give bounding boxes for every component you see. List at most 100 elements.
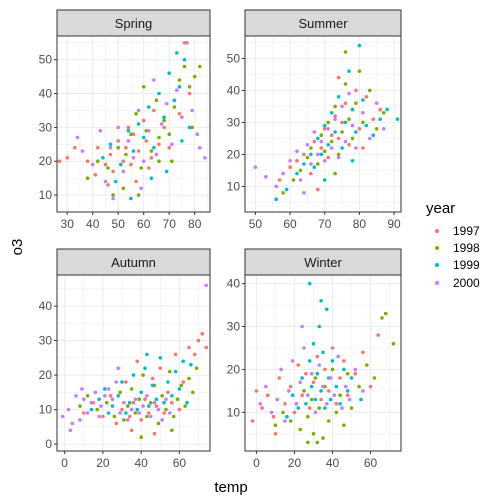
point-2000 bbox=[281, 171, 285, 176]
point-1999 bbox=[158, 356, 163, 360]
point-2000 bbox=[354, 146, 358, 150]
point-1999 bbox=[340, 146, 344, 150]
point-1998 bbox=[167, 132, 171, 136]
point-2000 bbox=[116, 366, 120, 371]
point-2000 bbox=[190, 108, 194, 113]
point-1999 bbox=[371, 133, 376, 137]
panel-border-winter bbox=[244, 274, 402, 452]
strip-autumn bbox=[56, 248, 211, 276]
point-1999 bbox=[385, 107, 389, 112]
x-tick-label: 30 bbox=[61, 217, 75, 231]
strip-label-winter: Winter bbox=[304, 255, 342, 270]
point-1999 bbox=[328, 397, 333, 402]
strip-summer bbox=[244, 9, 402, 37]
point-1997 bbox=[250, 419, 255, 423]
point-1998 bbox=[281, 191, 285, 195]
point-1998 bbox=[347, 117, 351, 121]
point-1999 bbox=[316, 136, 320, 141]
point-1998 bbox=[126, 404, 130, 408]
point-1998 bbox=[183, 404, 187, 408]
point-2000 bbox=[300, 324, 304, 329]
point-1999 bbox=[124, 411, 128, 415]
point-2000 bbox=[340, 406, 344, 410]
point-1998 bbox=[137, 397, 141, 402]
point-1997 bbox=[378, 107, 383, 112]
y-tick-label: 30 bbox=[227, 320, 241, 334]
point-1998 bbox=[149, 149, 154, 153]
point-2000 bbox=[111, 196, 115, 201]
point-1997 bbox=[260, 406, 264, 410]
point-1998 bbox=[190, 125, 194, 130]
point-1998 bbox=[345, 371, 350, 376]
panel-background-autumn bbox=[57, 275, 210, 451]
point-1999 bbox=[359, 397, 363, 402]
point-1998 bbox=[357, 384, 361, 389]
point-1998 bbox=[273, 423, 278, 428]
point-1998 bbox=[134, 112, 138, 116]
point-1997 bbox=[353, 371, 358, 376]
point-2000 bbox=[317, 363, 322, 367]
point-1999 bbox=[154, 397, 159, 402]
point-2000 bbox=[137, 411, 141, 415]
point-1997 bbox=[187, 91, 192, 96]
point-2000 bbox=[110, 397, 115, 402]
point-1999 bbox=[180, 139, 184, 143]
point-1997 bbox=[147, 166, 151, 170]
point-1998 bbox=[281, 410, 285, 415]
point-2000 bbox=[275, 397, 280, 402]
point-1998 bbox=[154, 98, 159, 103]
point-2000 bbox=[136, 108, 141, 113]
point-1997 bbox=[296, 363, 301, 367]
point-1997 bbox=[292, 410, 297, 415]
point-1997 bbox=[316, 187, 320, 192]
point-1998 bbox=[330, 367, 335, 372]
point-1997 bbox=[326, 389, 331, 393]
point-1999 bbox=[296, 406, 301, 410]
point-1997 bbox=[136, 149, 141, 153]
point-2000 bbox=[74, 394, 78, 398]
point-1997 bbox=[333, 114, 337, 118]
points-spring bbox=[57, 41, 207, 201]
legend-label-2000: 2000 bbox=[453, 276, 480, 290]
point-1999 bbox=[364, 123, 369, 128]
point-1998 bbox=[349, 406, 354, 410]
gridlines-spring bbox=[57, 36, 210, 212]
point-2000 bbox=[97, 414, 101, 419]
point-1997 bbox=[124, 145, 128, 150]
x-tick-label: 90 bbox=[387, 217, 401, 231]
point-2000 bbox=[129, 407, 134, 412]
legend-entry-1997: 1997 bbox=[435, 224, 480, 238]
point-1997 bbox=[371, 117, 376, 121]
y-tick-label: 10 bbox=[39, 403, 53, 417]
point-1998 bbox=[144, 129, 149, 133]
point-1998 bbox=[118, 390, 122, 395]
strip-label-autumn: Autumn bbox=[111, 255, 156, 270]
point-1998 bbox=[96, 159, 100, 163]
point-1998 bbox=[164, 407, 168, 412]
y-tick-label: 50 bbox=[39, 53, 53, 67]
point-1999 bbox=[312, 165, 317, 169]
x-tick-label: 50 bbox=[249, 217, 263, 231]
y-tick-label: 50 bbox=[227, 51, 241, 65]
point-1997 bbox=[326, 155, 331, 160]
point-1998 bbox=[315, 440, 320, 445]
point-1997 bbox=[141, 118, 146, 123]
point-2000 bbox=[68, 428, 73, 433]
point-1997 bbox=[144, 139, 149, 143]
point-1997 bbox=[322, 127, 327, 131]
point-1997 bbox=[288, 165, 292, 169]
point-1999 bbox=[319, 299, 323, 303]
point-1998 bbox=[309, 146, 313, 150]
point-2000 bbox=[319, 139, 324, 144]
point-2000 bbox=[326, 127, 331, 131]
point-1998 bbox=[145, 414, 149, 419]
point-2000 bbox=[185, 41, 189, 45]
point-1999 bbox=[322, 178, 327, 182]
point-1999 bbox=[89, 407, 94, 412]
point-1999 bbox=[129, 196, 133, 201]
point-1998 bbox=[175, 397, 180, 402]
points-summer bbox=[253, 43, 400, 201]
point-2000 bbox=[290, 359, 295, 363]
point-1997 bbox=[340, 120, 344, 125]
